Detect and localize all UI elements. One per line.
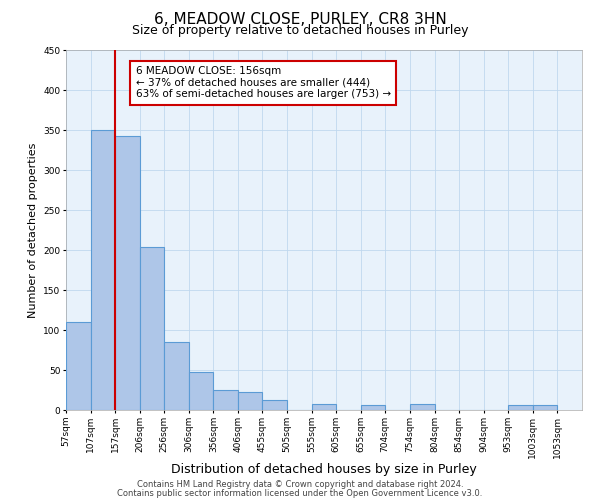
Bar — [533, 405, 557, 410]
Bar — [140, 247, 164, 410]
Text: Contains public sector information licensed under the Open Government Licence v3: Contains public sector information licen… — [118, 488, 482, 498]
Bar — [91, 130, 115, 410]
Bar — [311, 404, 337, 410]
Text: 6 MEADOW CLOSE: 156sqm
← 37% of detached houses are smaller (444)
63% of semi-de: 6 MEADOW CLOSE: 156sqm ← 37% of detached… — [136, 66, 391, 100]
Bar — [238, 392, 262, 410]
Text: 6, MEADOW CLOSE, PURLEY, CR8 3HN: 6, MEADOW CLOSE, PURLEY, CR8 3HN — [154, 12, 446, 26]
Bar — [164, 342, 189, 410]
Y-axis label: Number of detached properties: Number of detached properties — [28, 142, 38, 318]
Bar — [361, 405, 385, 410]
Bar — [189, 372, 214, 410]
Bar — [508, 405, 533, 410]
Text: Contains HM Land Registry data © Crown copyright and database right 2024.: Contains HM Land Registry data © Crown c… — [137, 480, 463, 489]
X-axis label: Distribution of detached houses by size in Purley: Distribution of detached houses by size … — [171, 463, 477, 476]
Bar — [66, 322, 91, 410]
Bar — [214, 390, 238, 410]
Text: Size of property relative to detached houses in Purley: Size of property relative to detached ho… — [132, 24, 468, 37]
Bar — [410, 404, 434, 410]
Bar — [115, 136, 140, 410]
Bar — [262, 400, 287, 410]
